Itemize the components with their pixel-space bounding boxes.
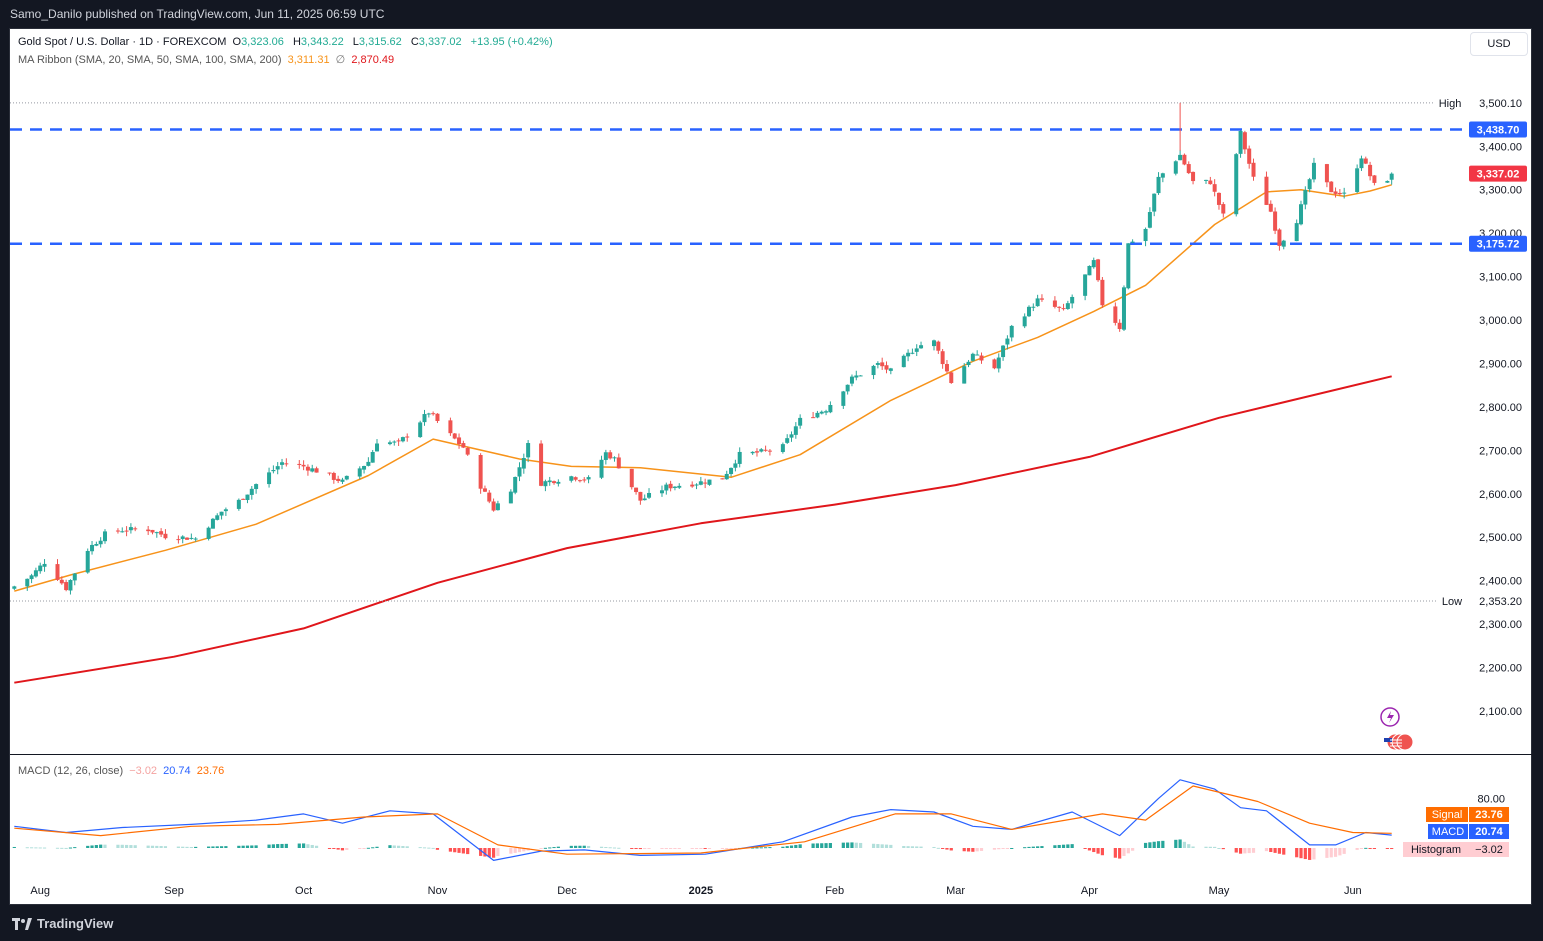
open-label: O — [232, 36, 242, 48]
close-value: 3,337.02 — [418, 36, 462, 48]
ma-separator: ∅ — [335, 54, 346, 66]
publisher-line: Samo_Danilo published on TradingView.com… — [10, 7, 385, 21]
macd-label[interactable]: MACD (12, 26, close) — [18, 765, 124, 777]
low-value: 3,315.62 — [358, 36, 402, 48]
change-value: +13.95 (+0.42%) — [470, 36, 553, 48]
macd-signal-value: 23.76 — [196, 765, 225, 777]
macd-histogram-value: −3.02 — [129, 765, 158, 777]
symbol-title[interactable]: Gold Spot / U.S. Dollar · 1D · FOREXCOM — [18, 36, 227, 48]
ma-ribbon-legend[interactable]: MA Ribbon (SMA, 20, SMA, 50, SMA, 100, S… — [18, 53, 397, 66]
tradingview-icon — [12, 917, 32, 930]
macd-line-value: 20.74 — [163, 765, 191, 777]
ma-ribbon-label[interactable]: MA Ribbon (SMA, 20, SMA, 50, SMA, 100, S… — [18, 54, 282, 66]
chart-frame[interactable]: Gold Spot / U.S. Dollar · 1D · FOREXCOM … — [9, 28, 1532, 905]
macd-legend[interactable]: MACD (12, 26, close) −3.02 20.74 23.76 — [18, 765, 227, 777]
tradingview-logo[interactable]: TradingView — [12, 916, 113, 931]
symbol-legend[interactable]: Gold Spot / U.S. Dollar · 1D · FOREXCOM … — [18, 36, 556, 48]
publisher-bar: Samo_Danilo published on TradingView.com… — [0, 0, 1543, 28]
open-value: 3,323.06 — [241, 36, 284, 48]
close-label: C — [410, 36, 419, 48]
tradingview-brand: TradingView — [37, 916, 114, 931]
ma-slow-value: 2,870.49 — [351, 54, 395, 66]
footer-bar: TradingView — [0, 906, 1543, 941]
high-label: H — [292, 36, 301, 48]
high-value: 3,343.22 — [300, 36, 344, 48]
low-label: L — [352, 36, 359, 48]
currency-button[interactable]: USD — [1470, 32, 1528, 56]
ma-fast-value: 3,311.31 — [287, 54, 330, 66]
